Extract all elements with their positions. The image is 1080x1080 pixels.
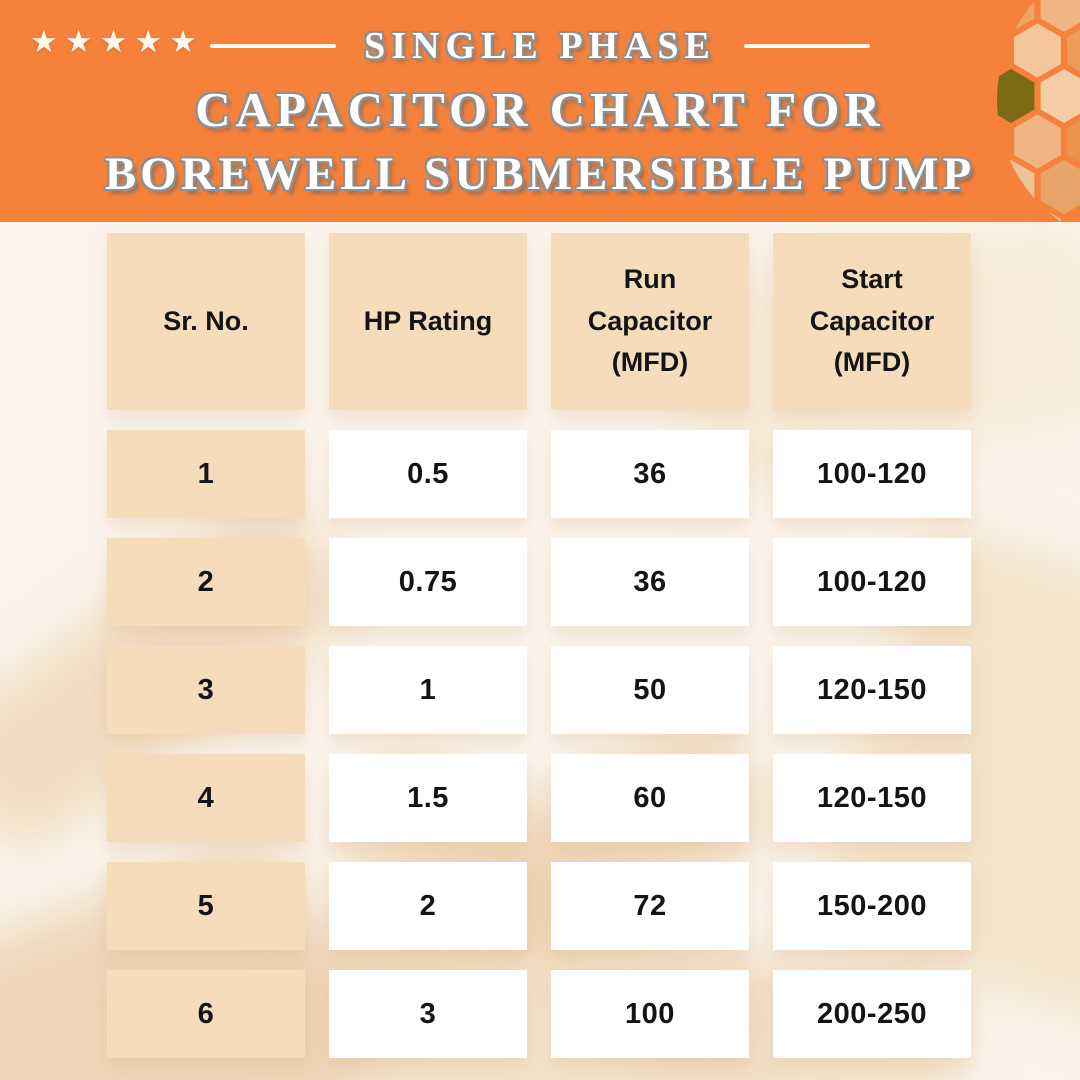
table-cell-hp: 1.5 [329,754,527,842]
table-cell-start: 200-250 [773,970,971,1058]
table-cell-hp: 0.75 [329,538,527,626]
table-cell-sr: 4 [107,754,305,842]
table-cell-run: 72 [551,862,749,950]
column-header-hp-rating: HP Rating [329,233,527,410]
table-cell-start: 120-150 [773,646,971,734]
column-header-sr-no: Sr. No. [107,233,305,410]
table-cell-sr: 1 [107,430,305,518]
table-cell-hp: 2 [329,862,527,950]
table-cell-sr: 2 [107,538,305,626]
table-cell-run: 60 [551,754,749,842]
table-cell-start: 120-150 [773,754,971,842]
table-cell-sr: 5 [107,862,305,950]
capacitor-table: Sr. No. HP Rating Run Capacitor (MFD) St… [107,233,971,1058]
table-cell-start: 100-120 [773,538,971,626]
table-cell-start: 100-120 [773,430,971,518]
column-header-label: Sr. No. [163,305,249,336]
table-cell-run: 50 [551,646,749,734]
column-header-run-capacitor: Run Capacitor (MFD) [551,233,749,410]
column-header-label: HP Rating [363,305,493,336]
column-header-label: Run Capacitor (MFD) [587,263,713,378]
column-header-label: Start Capacitor (MFD) [809,263,935,378]
divider-line-right [743,44,870,48]
table-cell-start: 150-200 [773,862,971,950]
table-cell-run: 100 [551,970,749,1058]
column-header-start-capacitor: Start Capacitor (MFD) [773,233,971,410]
table-cell-hp: 3 [329,970,527,1058]
five-star-rating-icons: ★★★★★ [30,24,204,59]
header-banner: ★★★★★ SINGLE PHASE CAPACITOR CHART FOR B… [0,0,1080,222]
table-cell-sr: 3 [107,646,305,734]
divider-line-left [210,44,337,48]
page-title-line-1: CAPACITOR CHART FOR [195,82,885,137]
table-cell-run: 36 [551,430,749,518]
kicker-row: SINGLE PHASE [0,24,1080,68]
page-title: CAPACITOR CHART FOR BOREWELL SUBMERSIBLE… [0,78,1080,205]
table-cell-hp: 0.5 [329,430,527,518]
table-cell-sr: 6 [107,970,305,1058]
table-cell-hp: 1 [329,646,527,734]
table-cell-run: 36 [551,538,749,626]
page-title-line-2: BOREWELL SUBMERSIBLE PUMP [104,147,976,200]
kicker-text: SINGLE PHASE [364,25,716,67]
